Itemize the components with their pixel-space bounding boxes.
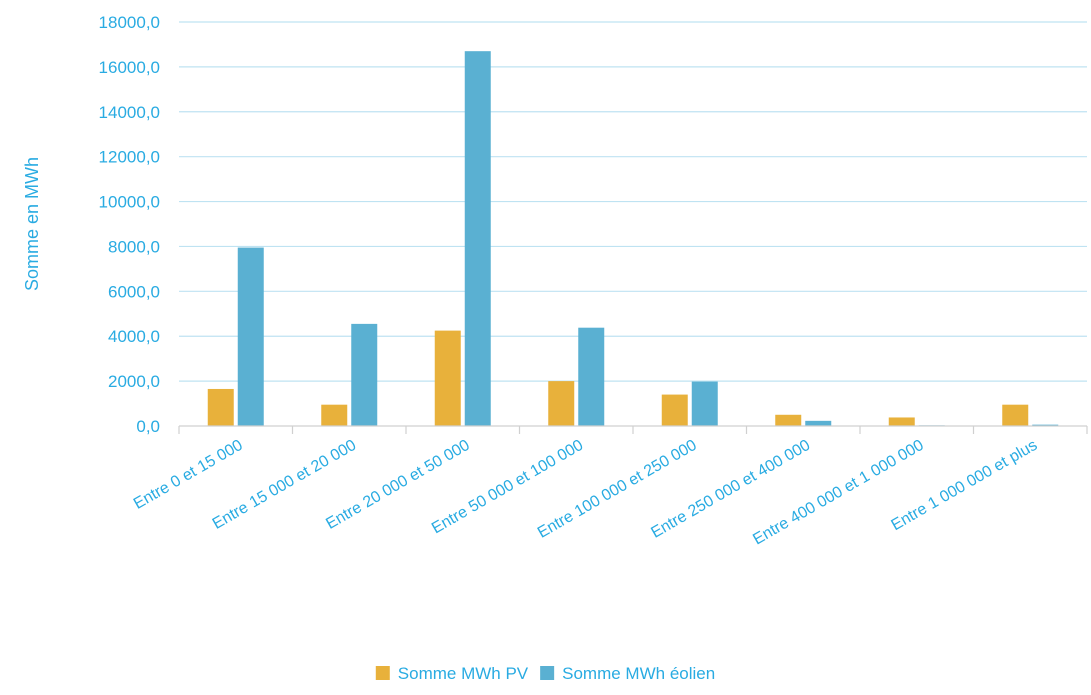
x-category-label: Entre 0 et 15 000 — [131, 437, 246, 513]
bar-eolien — [237, 247, 264, 426]
y-axis-ticks: 0,0 2000,0 4000,0 6000,0 8000,0 10000,0 12000,… — [99, 13, 160, 436]
bar-eolien — [464, 51, 491, 427]
bar-pv — [321, 404, 348, 426]
y-tick-label: 18000,0 — [99, 13, 160, 32]
x-axis — [178, 425, 1088, 434]
y-tick-label: 4000,0 — [108, 327, 160, 346]
legend-swatch — [375, 666, 390, 680]
bar-pv — [207, 388, 234, 426]
y-tick-label: 12000,0 — [99, 148, 160, 167]
bar-pv — [661, 394, 688, 426]
bar-pv — [548, 381, 575, 426]
y-axis-title: Somme en MWh — [22, 157, 42, 291]
bar-pv — [775, 414, 802, 426]
y-tick-label: 6000,0 — [108, 282, 160, 301]
legend-swatch — [540, 666, 555, 680]
bars — [207, 51, 1059, 427]
y-tick-label: 16000,0 — [99, 58, 160, 77]
legend: Somme MWh PV Somme MWh éolien — [375, 664, 715, 683]
gridlines — [179, 21, 1087, 382]
bar-pv — [434, 330, 461, 426]
y-tick-label: 8000,0 — [108, 237, 160, 256]
bar-eolien — [578, 327, 605, 426]
bar-pv — [888, 417, 915, 426]
bar-eolien — [691, 381, 718, 426]
bar-eolien — [805, 420, 832, 426]
y-tick-label: 0,0 — [136, 417, 160, 436]
y-tick-label: 10000,0 — [99, 193, 160, 212]
bar-eolien — [351, 323, 378, 426]
bar-eolien — [1032, 424, 1059, 426]
y-tick-label: 2000,0 — [108, 372, 160, 391]
y-tick-label: 14000,0 — [99, 103, 160, 122]
bar-pv — [1002, 404, 1029, 426]
legend-label: Somme MWh PV — [398, 664, 529, 683]
legend-label: Somme MWh éolien — [562, 664, 715, 683]
